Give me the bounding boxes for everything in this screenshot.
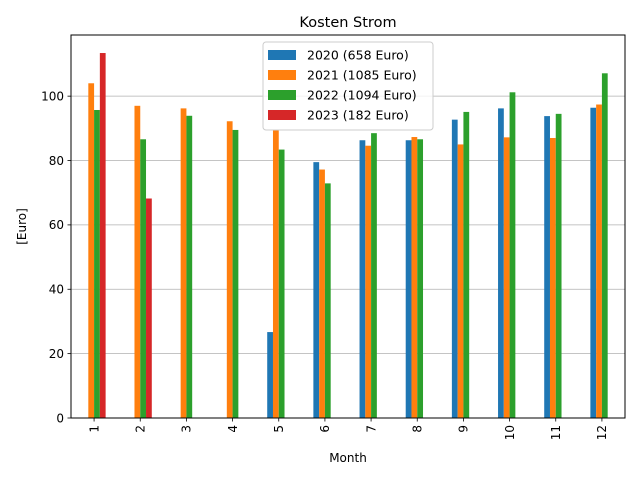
bar-2022-9 <box>463 111 470 419</box>
legend-swatch <box>268 110 296 120</box>
legend-swatch <box>268 90 296 100</box>
x-tick-label: 7 <box>364 425 378 433</box>
x-tick-label: 1 <box>87 425 101 433</box>
x-tick-label: 11 <box>549 425 563 440</box>
bar-2022-8 <box>417 139 424 418</box>
x-tick-label: 5 <box>272 425 286 433</box>
bar-2022-4 <box>232 129 239 418</box>
x-tick-label: 12 <box>595 425 609 440</box>
bar-2021-3 <box>180 108 187 418</box>
bar-2022-6 <box>324 183 331 418</box>
y-tick-label: 0 <box>56 411 64 425</box>
bar-2023-2 <box>146 198 152 418</box>
bar-2020-8 <box>405 140 412 418</box>
bar-2022-7 <box>371 133 377 418</box>
legend-entry: 2023 (182 Euro) <box>307 108 409 123</box>
y-tick-label: 20 <box>49 347 64 361</box>
bar-2022-12 <box>601 73 608 419</box>
x-tick-label: 10 <box>503 425 517 440</box>
y-axis-ticks: 0 20 40 60 80 100 <box>41 89 71 425</box>
legend-swatch <box>268 70 296 80</box>
bar-2021-4 <box>226 121 233 418</box>
gridlines <box>71 95 625 419</box>
bar-2021-5 <box>272 130 279 419</box>
y-tick-label: 60 <box>49 218 64 232</box>
legend-entry: 2021 (1085 Euro) <box>307 68 417 83</box>
bar-2021-1 <box>88 83 95 418</box>
x-axis-label: Month <box>329 451 367 465</box>
bar-2022-11 <box>555 113 562 419</box>
bar-2022-10 <box>509 92 516 419</box>
bar-2021-11 <box>549 137 556 419</box>
x-tick-label: 3 <box>180 425 194 433</box>
y-tick-label: 100 <box>41 89 64 103</box>
x-tick-label: 6 <box>318 425 332 433</box>
bar-2020-5 <box>267 332 273 418</box>
bar-2020-9 <box>451 119 458 419</box>
bar-2020-12 <box>590 107 597 418</box>
y-tick-label: 80 <box>49 154 64 168</box>
y-tick-label: 40 <box>49 283 64 297</box>
x-tick-label: 9 <box>457 425 471 433</box>
bar-2020-7 <box>359 140 366 418</box>
legend: 2020 (658 Euro) 2021 (1085 Euro) 2022 (109… <box>262 41 434 131</box>
x-tick-label: 8 <box>411 425 425 433</box>
legend-entry: 2022 (1094 Euro) <box>307 88 417 103</box>
bar-2022-3 <box>186 115 193 419</box>
x-tick-label: 2 <box>134 425 148 433</box>
x-axis-ticks: 1 2 3 4 5 6 7 8 9 10 11 12 <box>87 418 609 440</box>
legend-box <box>262 41 434 131</box>
bar-2021-8 <box>411 137 418 418</box>
y-axis-label: [Euro] <box>15 208 29 245</box>
bar-2022-2 <box>140 139 147 418</box>
x-tick-label: 4 <box>226 425 240 433</box>
bar-2021-12 <box>596 104 602 419</box>
bar-2020-10 <box>498 108 504 418</box>
bar-2020-11 <box>544 116 550 418</box>
bar-2021-9 <box>457 144 464 418</box>
bar-2021-10 <box>503 137 510 418</box>
bar-2021-6 <box>319 169 325 418</box>
bar-2020-6 <box>313 162 320 418</box>
plot-frame <box>70 34 626 419</box>
chart-title: Kosten Strom <box>299 15 396 31</box>
bar-2023-1 <box>99 53 106 418</box>
bar-2021-7 <box>365 145 372 418</box>
legend-entry: 2020 (658 Euro) <box>307 48 409 63</box>
legend-swatch <box>268 50 296 60</box>
bars <box>88 53 608 419</box>
bar-2022-1 <box>94 109 100 418</box>
bar-2021-2 <box>134 105 141 418</box>
bar-2022-5 <box>278 149 285 418</box>
